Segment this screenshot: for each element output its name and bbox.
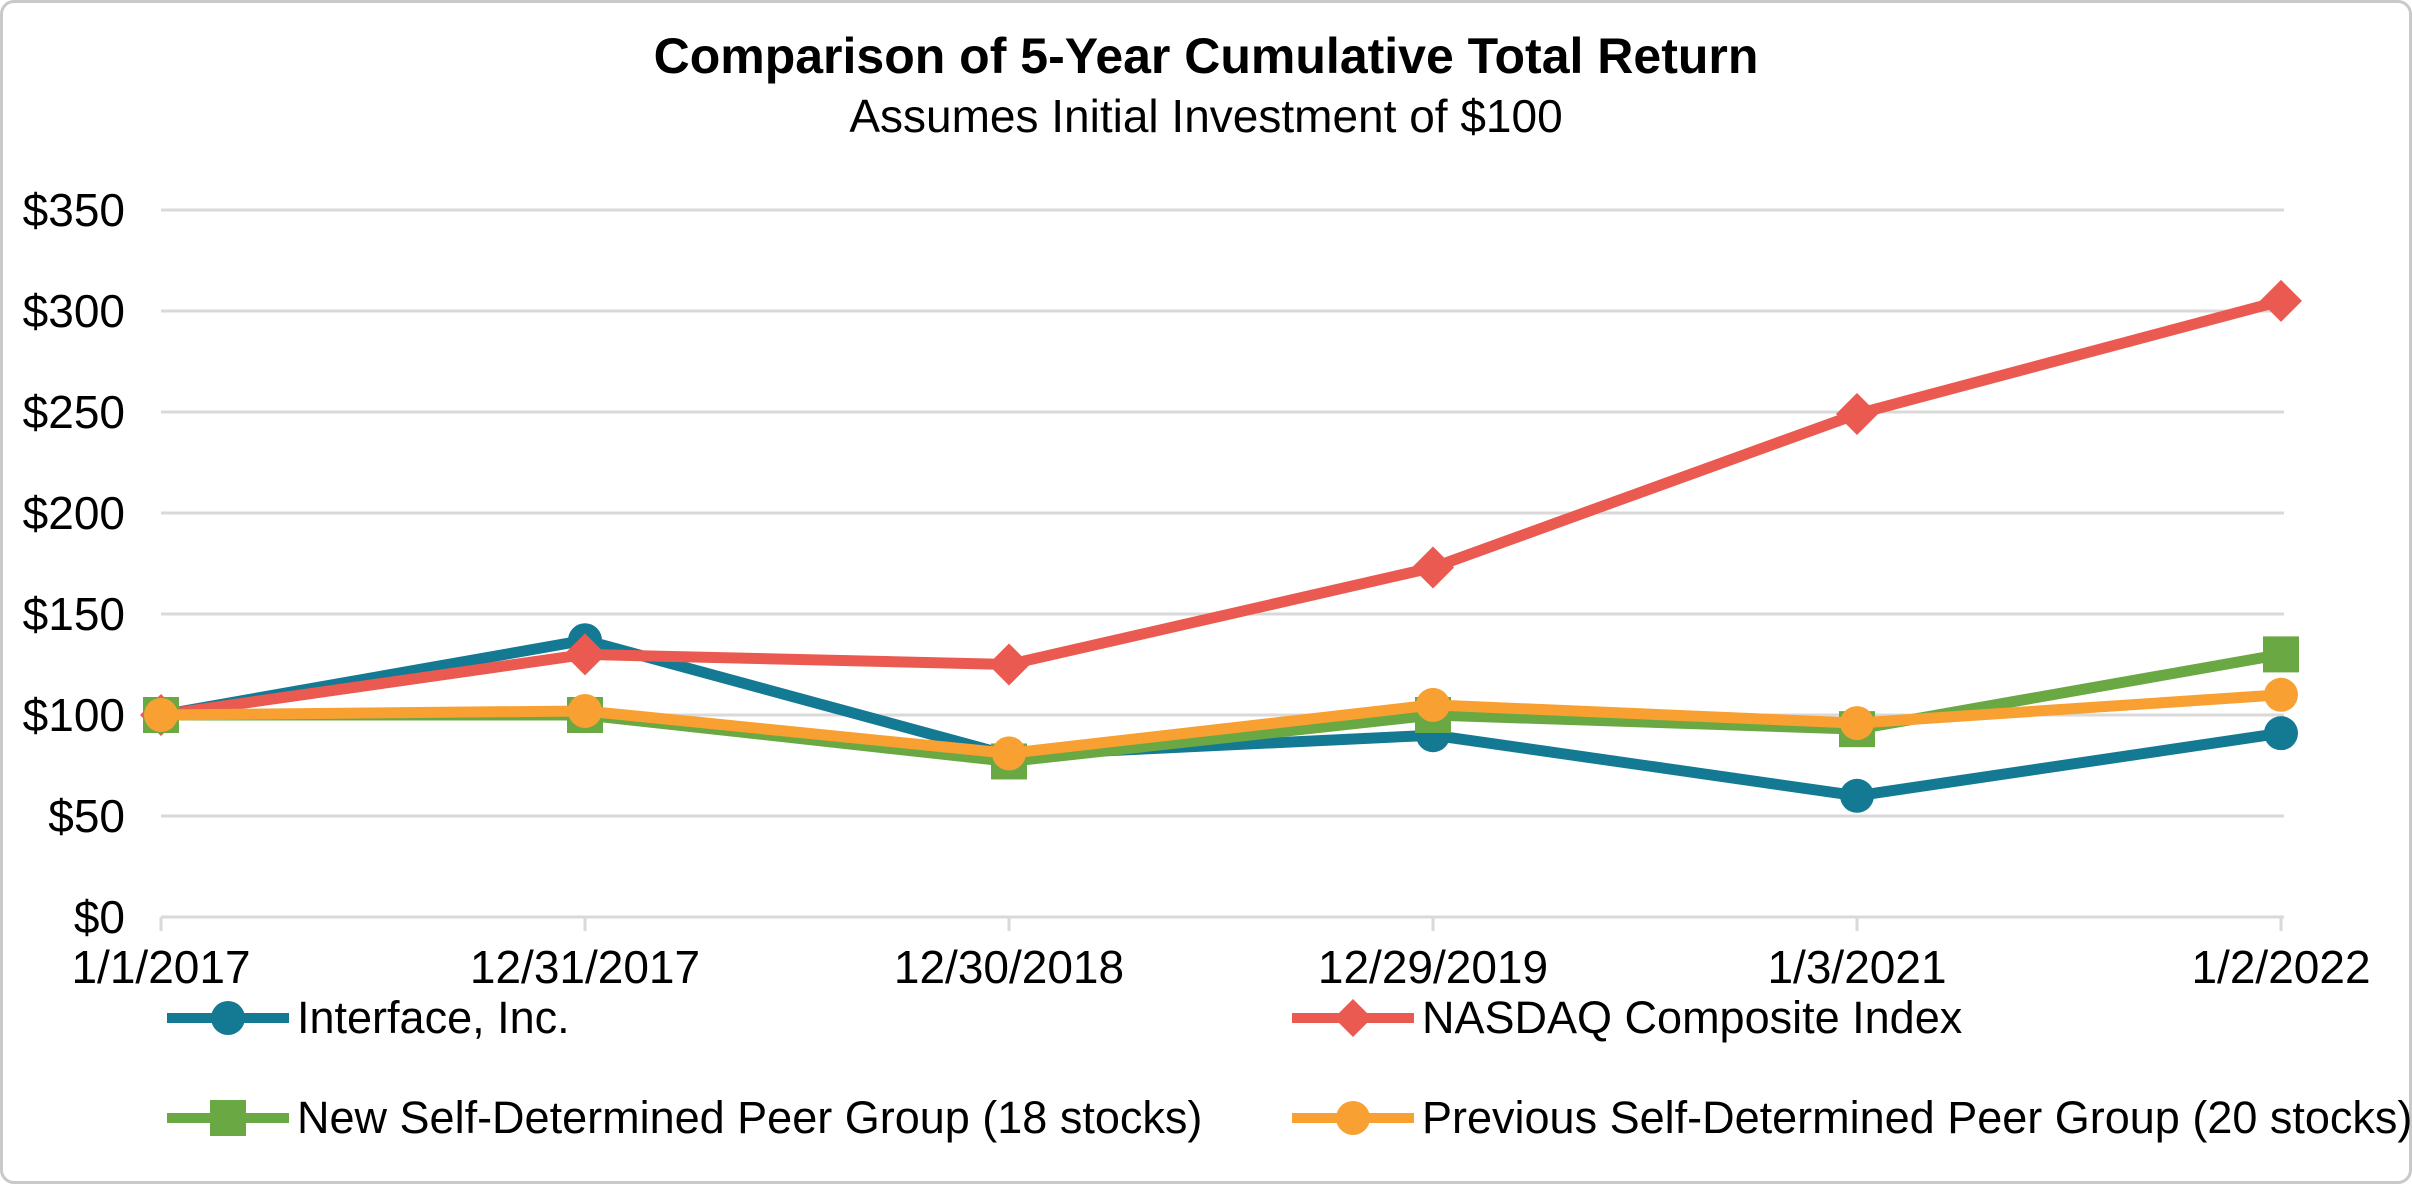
series-line <box>155 689 2287 759</box>
data-point-marker <box>1836 393 1878 436</box>
legend-label-new-peer-group: New Self-Determined Peer Group (18 stock… <box>297 1092 1203 1143</box>
data-point-marker <box>2264 716 2298 751</box>
y-axis-tick-label: $150 <box>23 588 125 640</box>
legend-item-interface: Interface, Inc. <box>163 985 570 1051</box>
x-axis-tick-label: 1/2/2022 <box>2191 941 2370 993</box>
data-point-marker <box>1840 706 1874 741</box>
legend-label-interface: Interface, Inc. <box>297 992 570 1043</box>
chart-title: Comparison of 5-Year Cumulative Total Re… <box>653 28 1759 84</box>
legend-item-previous-peer-group: Previous Self-Determined Peer Group (20 … <box>1288 1085 2412 1151</box>
y-axis-tick-label: $200 <box>23 487 125 539</box>
legend-marker-diamond-icon <box>1292 999 1414 1037</box>
data-point-marker <box>1416 687 1450 722</box>
y-axis-tick-label: $300 <box>23 285 125 337</box>
y-axis-tick-label: $350 <box>23 184 125 236</box>
data-point-marker <box>2263 636 2299 673</box>
chart-subtitle: Assumes Initial Investment of $100 <box>849 90 1563 142</box>
x-axis-tick-label: 12/30/2018 <box>894 941 1124 993</box>
data-point-marker <box>1412 546 1454 589</box>
x-axis-tick-label: 1/3/2021 <box>1767 941 1946 993</box>
legend-label-previous-peer-group: Previous Self-Determined Peer Group (20 … <box>1422 1092 2412 1143</box>
data-point-marker <box>1840 778 1874 813</box>
data-point-marker <box>144 698 178 732</box>
data-point-marker <box>2260 279 2302 322</box>
legend-item-new-peer-group: New Self-Determined Peer Group (18 stock… <box>163 1085 1202 1151</box>
data-point-marker <box>988 643 1030 686</box>
y-axis-tick-label: $250 <box>23 386 125 438</box>
plot-area: $0 $50 $100 $150 $200 $250 $300 $350 1/1/2017 12/… <box>23 184 2371 993</box>
x-axis-tick-label: 12/31/2017 <box>470 941 700 993</box>
y-axis-tick-label: $0 <box>74 891 125 943</box>
legend-label-nasdaq: NASDAQ Composite Index <box>1422 992 1963 1043</box>
legend-item-nasdaq: NASDAQ Composite Index <box>1288 985 1962 1051</box>
data-point-marker <box>992 736 1026 771</box>
legend-marker-circle-icon <box>1292 1101 1414 1135</box>
data-point-marker <box>568 693 602 728</box>
legend-marker-square-icon <box>167 1100 289 1136</box>
y-axis-tick-label: $50 <box>48 790 125 842</box>
x-axis-tick-label: 12/29/2019 <box>1318 941 1548 993</box>
data-point-marker <box>564 633 606 676</box>
x-axis-tick-label: 1/1/2017 <box>71 941 250 993</box>
data-point-marker <box>2264 677 2298 712</box>
series-line <box>155 634 2287 802</box>
legend-marker-circle-icon <box>167 1001 289 1035</box>
series-line <box>155 295 2287 721</box>
y-axis-tick-label: $100 <box>23 689 125 741</box>
